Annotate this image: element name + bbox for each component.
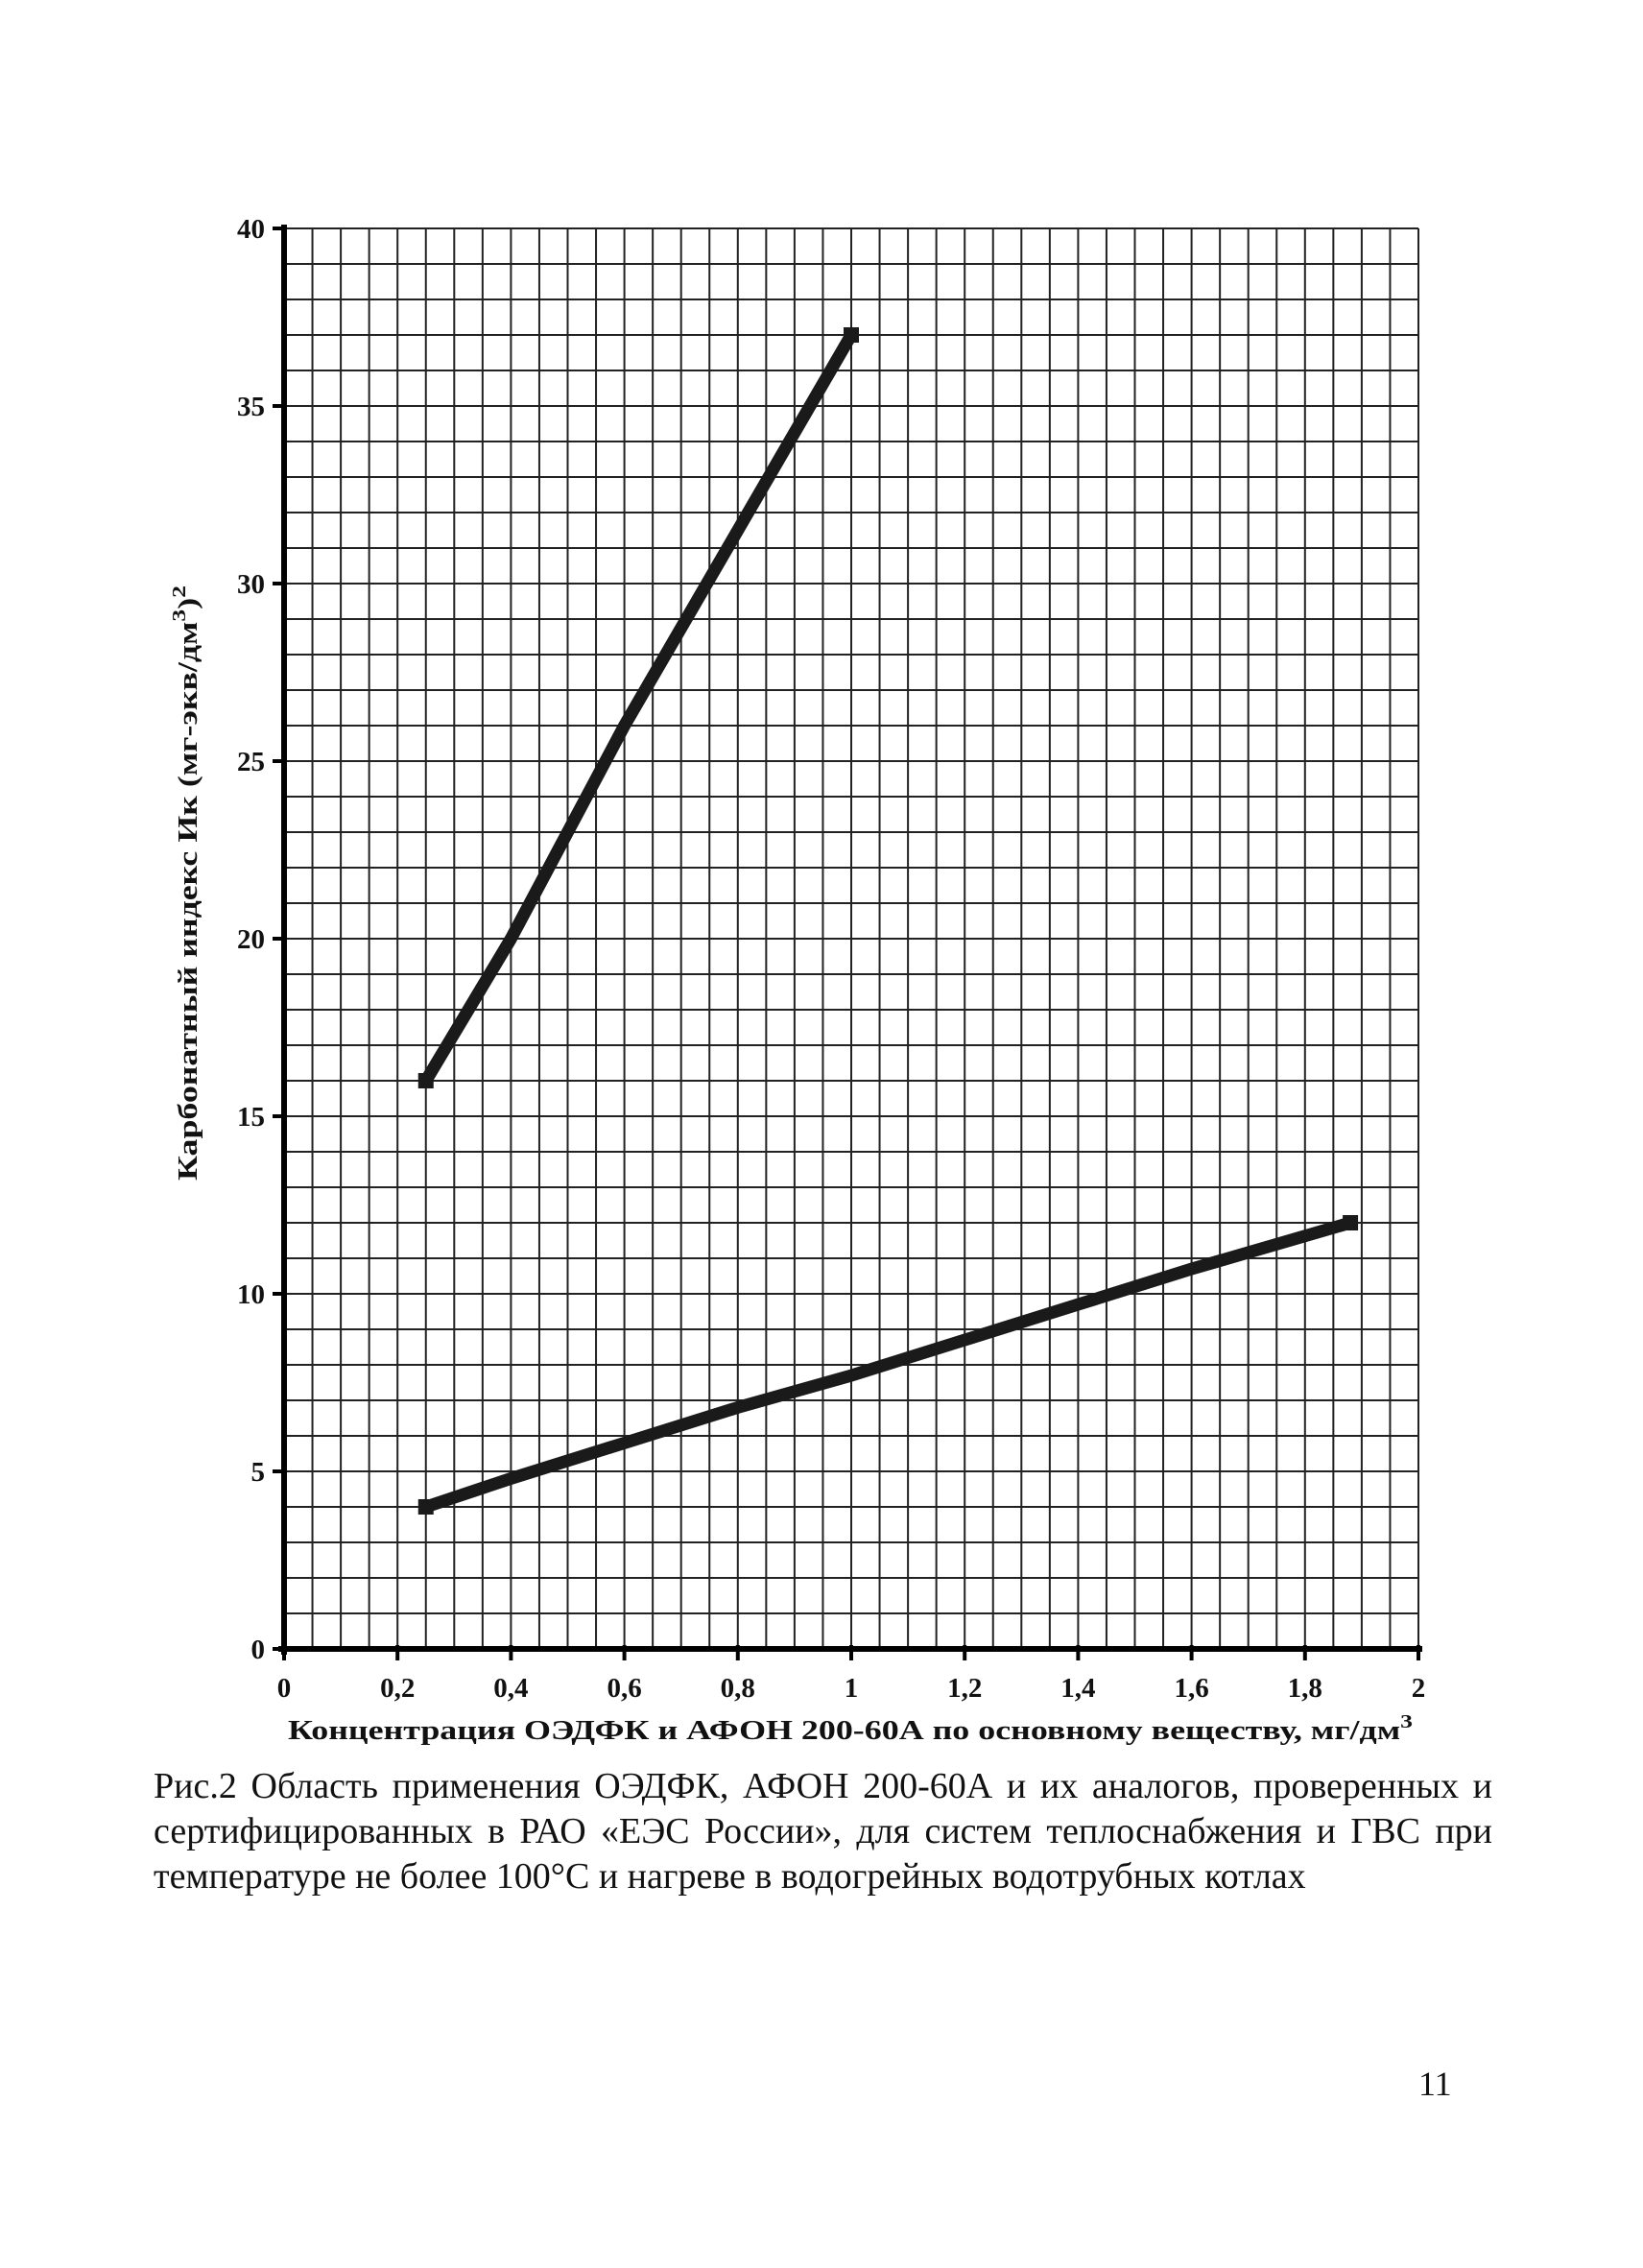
series-line-1 bbox=[420, 331, 857, 1085]
y-axis-ticks: 0 5 10 15 20 25 30 35 40 bbox=[237, 214, 286, 1665]
y-tick-label: 20 bbox=[237, 924, 265, 955]
series-line-2 bbox=[423, 1216, 1352, 1514]
x-tick-label: 1 bbox=[845, 1673, 859, 1704]
series-end-marker bbox=[1343, 1215, 1359, 1230]
x-tick-label: 1,6 bbox=[1174, 1673, 1208, 1704]
x-tick-label: 1,8 bbox=[1288, 1673, 1322, 1704]
y-tick-label: 30 bbox=[237, 569, 265, 600]
x-tick-label: 0,4 bbox=[493, 1673, 528, 1704]
y-tick-label: 25 bbox=[237, 747, 265, 777]
x-tick-label: 0,8 bbox=[721, 1673, 755, 1704]
y-tick-label: 5 bbox=[251, 1457, 266, 1488]
series-end-marker bbox=[417, 1499, 434, 1515]
y-tick-label: 15 bbox=[237, 1102, 265, 1133]
chart-grid bbox=[283, 227, 1419, 1650]
series-end-marker bbox=[844, 327, 859, 343]
figure-caption: Рис.2 Область применения ОЭДФК, АФОН 200… bbox=[154, 1766, 1492, 1897]
x-tick-label: 0 bbox=[277, 1673, 292, 1704]
y-axis-title: Карбонатный индекс Ик (мг-экв/дм3)2 bbox=[169, 585, 203, 1181]
x-tick-label: 1,2 bbox=[947, 1673, 982, 1704]
x-axis-title: Концентрация ОЭДФК и АФОН 200-60А по осн… bbox=[288, 1711, 1413, 1746]
y-tick-label: 35 bbox=[237, 392, 265, 422]
x-axis-ticks: 0 0,2 0,4 0,6 0,8 1 1,2 1,4 1,6 1,8 2 bbox=[277, 1645, 1426, 1704]
x-tick-label: 0,6 bbox=[607, 1673, 641, 1704]
y-tick-label: 10 bbox=[237, 1279, 265, 1310]
chart-series bbox=[417, 327, 1359, 1515]
y-tick-label: 40 bbox=[237, 214, 265, 245]
series-end-marker bbox=[417, 1073, 434, 1088]
x-tick-label: 2 bbox=[1412, 1673, 1426, 1704]
page-number: 11 bbox=[1418, 2065, 1452, 2103]
y-tick-label: 0 bbox=[251, 1635, 266, 1665]
x-tick-label: 0,2 bbox=[380, 1673, 415, 1704]
x-tick-label: 1,4 bbox=[1060, 1673, 1095, 1704]
